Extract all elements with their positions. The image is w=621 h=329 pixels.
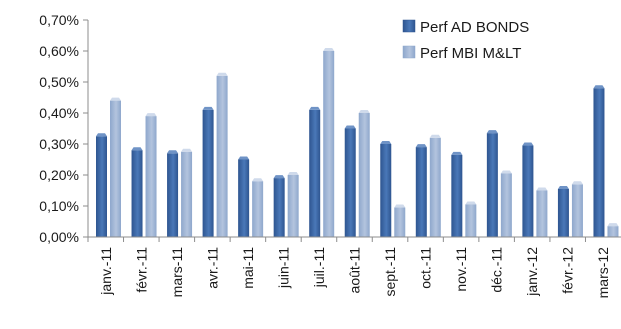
bar-series-1: [415, 147, 427, 237]
bar-series-1: [451, 154, 463, 237]
x-tick-label: déc.-11: [489, 247, 505, 293]
y-tick-label: 0,60%: [39, 43, 79, 59]
legend-label: Perf MBI M&LT: [420, 45, 521, 62]
bar-series-2: [429, 137, 441, 237]
bar-cap: [536, 187, 548, 191]
bar-cap: [380, 141, 392, 144]
legend-swatch: [402, 19, 416, 33]
bar-series-1: [344, 128, 356, 237]
bar-series-1: [238, 159, 250, 237]
y-tick-label: 0,50%: [39, 74, 79, 90]
x-tick-label: oct.-11: [418, 247, 434, 289]
bar-cap: [486, 130, 498, 134]
bar-cap: [522, 142, 534, 146]
bar-series-2: [287, 175, 299, 237]
x-tick-label: sept.-11: [382, 247, 398, 297]
y-tick-label: 0,40%: [39, 105, 79, 121]
bar-series-1: [131, 150, 143, 237]
x-tick-label: juil.-11: [311, 247, 327, 288]
x-tick-label: mai-11: [240, 247, 256, 289]
y-axis: 0,00% 0,10% 0,20% 0,30% 0,40% 0,50% 0,60% 0,70%: [39, 12, 89, 245]
bar-cap: [465, 201, 477, 205]
bar-cap: [110, 97, 121, 101]
bar-cap: [287, 172, 299, 175]
bar-cap: [500, 170, 512, 174]
bar-series-1: [557, 188, 569, 237]
bar-series-2: [145, 116, 157, 237]
bar-series-1: [486, 133, 498, 237]
bar-cap: [451, 151, 463, 155]
x-tick-label: janv.-11: [98, 247, 114, 296]
bar-cap: [96, 133, 107, 137]
y-tick-label: 0,70%: [39, 12, 79, 28]
bar-series-2: [394, 207, 406, 237]
bar-series-1: [593, 88, 605, 237]
bar-series-2: [216, 75, 228, 237]
bar-cap: [429, 134, 441, 138]
x-tick-label: août-11: [347, 247, 363, 294]
bar-series-2: [500, 173, 512, 237]
bar-cap: [216, 72, 228, 76]
bar-cap: [181, 148, 193, 152]
bar-series-2: [571, 184, 583, 237]
bar-cap: [607, 223, 619, 227]
bar-series-1: [167, 153, 179, 237]
bar-series-1: [202, 109, 214, 237]
x-tick-label: nov.-11: [453, 247, 469, 292]
bar-series-2: [607, 226, 619, 237]
bar-cap: [415, 144, 427, 148]
x-tick-label: févr.-11: [133, 247, 149, 293]
bar-cap: [252, 178, 264, 182]
legend: Perf AD BONDS Perf MBI M&LT: [402, 19, 529, 62]
x-tick-label: janv.-12: [524, 247, 540, 297]
bar-cap: [273, 175, 285, 179]
bar-cap: [323, 48, 335, 51]
bars: [96, 48, 619, 237]
bar-cap: [309, 106, 321, 110]
legend-label: Perf AD BONDS: [420, 19, 529, 36]
bar-series-2: [536, 190, 548, 237]
bar-series-2: [465, 204, 477, 237]
bar-cap: [202, 106, 214, 110]
x-tick-label: avr.-11: [204, 247, 220, 289]
bar-series-2: [323, 51, 335, 237]
bar-cap: [167, 150, 179, 154]
bar-cap: [344, 125, 356, 129]
bar-series-2: [252, 181, 264, 237]
bar-series-1: [273, 178, 285, 237]
y-tick-label: 0,00%: [39, 229, 79, 245]
bar-cap: [358, 110, 370, 113]
bar-cap: [593, 85, 605, 89]
x-tick-label: févr.-12: [560, 247, 576, 294]
bar-series-1: [380, 144, 392, 237]
bar-cap: [145, 113, 157, 117]
bar-series-2: [181, 151, 193, 237]
y-tick-label: 0,10%: [39, 198, 79, 214]
bar-series-1: [96, 136, 107, 237]
x-tick-label: mars-12: [595, 247, 611, 299]
y-tick-label: 0,30%: [39, 136, 79, 152]
x-axis: janv.-11 févr.-11 mars-11 avr.-11 mai-11 juin…: [87, 236, 621, 299]
bar-cap: [238, 156, 250, 160]
bar-series-2: [110, 100, 121, 237]
bar-cap: [394, 204, 406, 208]
bar-cap: [131, 147, 143, 151]
x-tick-label: mars-11: [169, 247, 185, 298]
bar-series-2: [358, 113, 370, 237]
bar-series-1: [522, 145, 534, 237]
bar-cap: [557, 185, 569, 189]
legend-swatch: [402, 45, 416, 59]
bar-series-1: [309, 109, 321, 237]
x-tick-label: juin-11: [275, 247, 291, 289]
bar-cap: [571, 181, 583, 185]
y-tick-label: 0,20%: [39, 167, 79, 183]
